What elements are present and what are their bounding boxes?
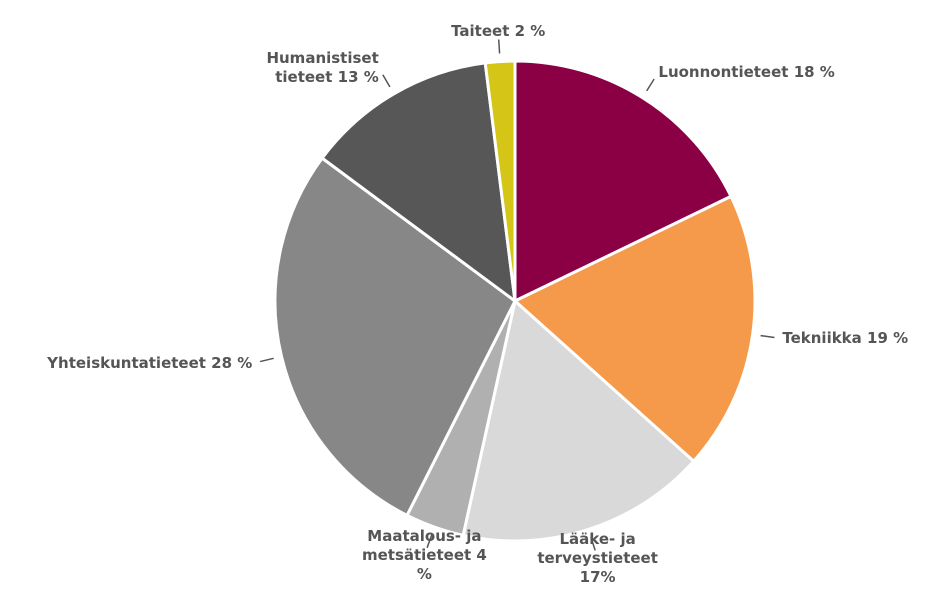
slice-label: Luonnontieteet 18 % (658, 42, 918, 102)
pie-slice (513, 59, 734, 304)
slice-label: Taiteet 2 % (368, 2, 628, 62)
leader-line (259, 357, 274, 363)
label-box: Luonnontieteet 18 % (658, 42, 918, 102)
label-box: Maatalous- ja metsätieteet 4 % (294, 525, 554, 585)
label-box: Taiteet 2 % (368, 2, 628, 62)
category-label: Maatalous- ja metsätieteet (361, 526, 482, 564)
pie-slice (320, 61, 517, 305)
value-label: 19 % (867, 329, 909, 348)
slice-label: Tekniikka 19 % (782, 309, 932, 369)
category-label: Humanistiset tieteet (266, 48, 379, 86)
leader-line (646, 78, 655, 92)
slice-label: Humanistiset tieteet 13 % (119, 38, 379, 98)
slice-label: Lääke- ja terveystieteet 17% (468, 528, 728, 588)
label-text: Tekniikka 19 % (782, 329, 908, 348)
category-label: Yhteiskuntatieteet (47, 353, 206, 372)
leader-line (382, 74, 391, 88)
label-text: Taiteet 2 % (451, 22, 545, 41)
label-text: Humanistiset tieteet 13 % (239, 48, 379, 87)
leader-line (590, 536, 596, 551)
slice-label: Yhteiskuntatieteet 28 % (0, 333, 252, 393)
leader-line (497, 39, 501, 54)
value-label: 4 % (416, 545, 487, 583)
value-label: 13 % (337, 67, 379, 86)
label-box: Lääke- ja terveystieteet 17% (468, 528, 728, 588)
label-text: Luonnontieteet 18 % (658, 63, 834, 82)
label-text: Maatalous- ja metsätieteet 4 % (354, 527, 494, 584)
value-label: 28 % (211, 353, 253, 372)
label-box: Yhteiskuntatieteet 28 % (0, 333, 252, 393)
category-label: Luonnontieteet (658, 62, 789, 81)
value-label: 17% (579, 567, 616, 586)
category-label: Lääke- ja terveystieteet (537, 529, 658, 567)
value-label: 2 % (514, 22, 546, 41)
label-box: Tekniikka 19 % (782, 309, 932, 369)
value-label: 18 % (793, 62, 835, 81)
pie-slice (512, 194, 757, 464)
label-text: Lääke- ja terveystieteet 17% (528, 530, 668, 587)
label-text: Yhteiskuntatieteet 28 % (47, 354, 252, 373)
pie-slice (273, 156, 517, 518)
category-label: Taiteet (451, 22, 510, 41)
leader-line (760, 334, 775, 339)
slice-label: Maatalous- ja metsätieteet 4 % (294, 525, 554, 585)
leader-line (426, 534, 433, 549)
category-label: Tekniikka (782, 329, 862, 348)
pie-slice (483, 59, 517, 302)
pie-slice (461, 298, 696, 543)
label-box: Humanistiset tieteet 13 % (119, 38, 379, 98)
